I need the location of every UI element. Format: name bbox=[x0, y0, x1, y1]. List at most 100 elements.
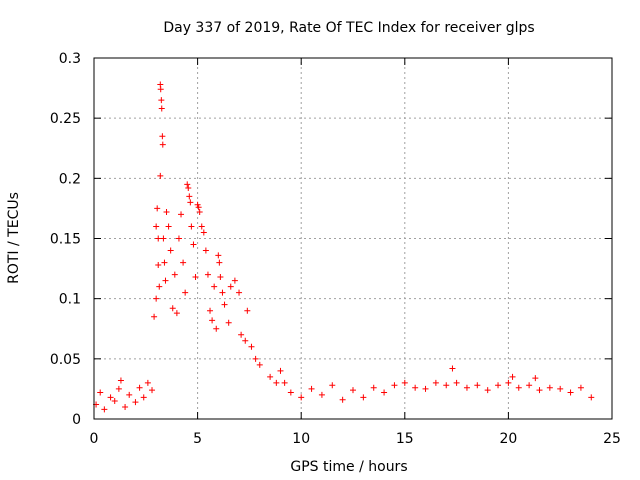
chart-title: Day 337 of 2019, Rate Of TEC Index for r… bbox=[163, 20, 534, 36]
data-point bbox=[213, 325, 220, 332]
data-point bbox=[159, 141, 166, 148]
data-point bbox=[182, 289, 189, 296]
data-point bbox=[180, 259, 187, 266]
data-point bbox=[412, 384, 419, 391]
data-point bbox=[111, 397, 118, 404]
data-point bbox=[474, 382, 481, 389]
data-point bbox=[505, 379, 512, 386]
data-point bbox=[267, 373, 274, 380]
data-point bbox=[536, 387, 543, 394]
data-point bbox=[156, 283, 163, 290]
data-point bbox=[381, 389, 388, 396]
data-point bbox=[209, 317, 216, 324]
data-point bbox=[277, 367, 284, 374]
data-point bbox=[242, 337, 249, 344]
data-point bbox=[370, 384, 377, 391]
data-point bbox=[157, 86, 164, 93]
data-point bbox=[186, 193, 193, 200]
y-tick-label: 0.25 bbox=[50, 111, 81, 127]
data-point bbox=[140, 394, 147, 401]
data-point bbox=[153, 223, 160, 230]
data-point bbox=[532, 375, 539, 382]
data-point bbox=[219, 289, 226, 296]
data-point bbox=[273, 379, 280, 386]
data-point bbox=[287, 389, 294, 396]
data-point bbox=[192, 274, 199, 281]
data-point bbox=[515, 384, 522, 391]
y-axis: 0 0.05 0.1 0.15 0.2 0.25 0.3 bbox=[50, 51, 612, 428]
data-point bbox=[238, 331, 245, 338]
data-point bbox=[117, 377, 124, 384]
y-tick-label: 0.3 bbox=[59, 51, 81, 67]
data-point bbox=[211, 283, 218, 290]
data-point bbox=[577, 384, 584, 391]
data-point bbox=[215, 252, 222, 259]
data-point bbox=[107, 394, 114, 401]
data-point bbox=[160, 235, 167, 242]
y-tick-label: 0.2 bbox=[59, 171, 81, 187]
data-point bbox=[155, 261, 162, 268]
data-point bbox=[154, 205, 161, 212]
x-tick-label: 10 bbox=[292, 431, 310, 447]
data-point bbox=[443, 382, 450, 389]
data-point bbox=[557, 385, 564, 392]
data-point bbox=[195, 204, 202, 211]
data-point bbox=[308, 385, 315, 392]
y-tick-label: 0.1 bbox=[59, 292, 81, 308]
data-point bbox=[149, 387, 156, 394]
data-point bbox=[101, 406, 108, 413]
data-point bbox=[236, 289, 243, 296]
data-point bbox=[227, 283, 234, 290]
data-point bbox=[350, 387, 356, 394]
data-point bbox=[495, 382, 502, 389]
data-point bbox=[185, 184, 192, 191]
data-point bbox=[97, 389, 104, 396]
data-point bbox=[188, 223, 195, 230]
data-point bbox=[453, 379, 460, 386]
data-point bbox=[422, 385, 429, 392]
data-point bbox=[221, 301, 228, 308]
data-point bbox=[136, 384, 143, 391]
data-point bbox=[546, 384, 553, 391]
x-axis: 0 5 10 15 20 25 bbox=[90, 58, 621, 447]
data-point bbox=[339, 396, 346, 403]
data-point bbox=[216, 259, 223, 266]
data-point bbox=[132, 399, 139, 406]
data-points bbox=[93, 81, 595, 413]
data-point bbox=[244, 307, 251, 314]
data-point bbox=[231, 277, 238, 284]
data-point bbox=[567, 389, 574, 396]
data-point bbox=[169, 305, 176, 312]
data-point bbox=[225, 319, 232, 326]
y-axis-label: ROTI / TECUs bbox=[6, 192, 22, 284]
data-point bbox=[526, 382, 533, 389]
data-point bbox=[184, 181, 191, 188]
data-point bbox=[432, 379, 439, 386]
data-point bbox=[449, 365, 456, 372]
data-point bbox=[463, 384, 470, 391]
y-tick-label: 0.15 bbox=[50, 232, 81, 248]
data-point bbox=[153, 295, 160, 302]
data-point bbox=[248, 343, 255, 350]
data-point bbox=[318, 391, 325, 398]
x-tick-label: 20 bbox=[499, 431, 517, 447]
data-point bbox=[298, 394, 305, 401]
data-point bbox=[202, 247, 209, 254]
data-point bbox=[204, 271, 211, 278]
data-point bbox=[155, 235, 162, 242]
x-tick-label: 5 bbox=[193, 431, 202, 447]
data-point bbox=[391, 382, 398, 389]
x-tick-label: 0 bbox=[90, 431, 99, 447]
data-point bbox=[158, 97, 165, 104]
data-point bbox=[158, 105, 165, 112]
data-point bbox=[115, 385, 122, 392]
x-tick-label: 25 bbox=[603, 431, 621, 447]
data-point bbox=[171, 271, 178, 278]
data-point bbox=[484, 387, 491, 394]
data-point bbox=[157, 172, 164, 179]
data-point bbox=[360, 394, 367, 401]
data-point bbox=[256, 361, 263, 368]
x-tick-label: 15 bbox=[396, 431, 414, 447]
x-axis-label: GPS time / hours bbox=[290, 459, 407, 475]
